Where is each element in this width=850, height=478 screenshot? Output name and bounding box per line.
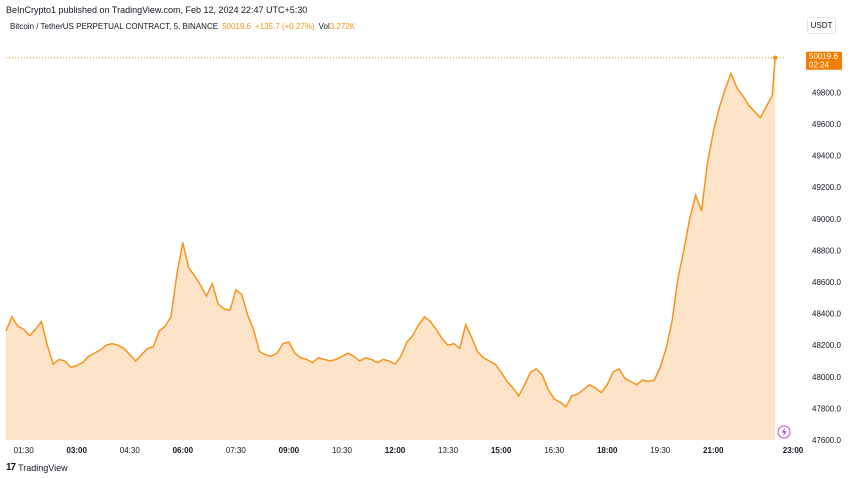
x-tick-label: 23:00 [783, 446, 804, 455]
volume-value: 3.272K [329, 22, 356, 31]
x-tick-label: 13:30 [438, 446, 459, 455]
x-tick-label: 15:00 [491, 446, 512, 455]
x-tick-label: 19:30 [650, 446, 671, 455]
y-tick-label: 48800.0 [812, 246, 841, 255]
price-axis[interactable]: 49800.0 49600.0 49400.0 49200.0 49000.0 48800… [812, 88, 841, 445]
price-area-fill [6, 57, 776, 440]
price-line [5, 57, 776, 408]
x-tick-label: 04:30 [120, 446, 141, 455]
y-tick-label: 47600.0 [812, 436, 841, 445]
last-price: 50019.6 [222, 22, 251, 31]
y-tick-label: 49200.0 [812, 183, 841, 192]
price-change: +135.7 (+0.27%) [254, 22, 315, 31]
time-axis[interactable]: 01:30 03:00 04:30 06:00 07:30 09:00 10:30 12:00… [14, 446, 804, 455]
x-tick-label: 12:00 [385, 446, 406, 455]
y-tick-label: 49400.0 [812, 152, 841, 161]
x-tick-label: 09:00 [279, 446, 300, 455]
x-tick-label: 21:00 [703, 446, 724, 455]
published-info: BeInCrypto1 published on TradingView.com… [6, 5, 308, 15]
tradingview-footer[interactable]: 17 TradingView [6, 462, 68, 473]
y-tick-label: 49800.0 [812, 88, 841, 97]
x-tick-label: 07:30 [226, 446, 247, 455]
price-tag-value: 50019.6 [809, 52, 838, 61]
price-tag-background [806, 51, 842, 70]
tradingview-logo-icon: 17 [6, 462, 16, 473]
price-tag: 50019.6 02:24 [806, 51, 842, 70]
last-price-dot [772, 55, 778, 60]
tradingview-brand: TradingView [18, 462, 68, 473]
lightning-icon[interactable] [777, 425, 791, 439]
x-tick-label: 01:30 [14, 446, 35, 455]
x-tick-label: 18:00 [597, 446, 618, 455]
y-tick-label: 47800.0 [812, 404, 841, 413]
y-tick-label: 48000.0 [812, 373, 841, 382]
volume-label: Vol [318, 22, 330, 31]
y-tick-label: 49600.0 [812, 120, 841, 129]
symbol-name[interactable]: Bitcoin / TetherUS PERPETUAL CONTRACT, 5… [10, 22, 219, 31]
y-tick-label: 48600.0 [812, 278, 841, 287]
x-tick-label: 03:00 [66, 446, 87, 455]
x-tick-label: 06:00 [173, 446, 194, 455]
x-tick-label: 10:30 [332, 446, 353, 455]
y-tick-label: 48200.0 [812, 341, 841, 350]
y-tick-label: 48400.0 [812, 310, 841, 319]
x-tick-label: 16:30 [544, 446, 565, 455]
price-tag-countdown: 02:24 [809, 61, 830, 70]
chart-legend: Bitcoin / TetherUS PERPETUAL CONTRACT, 5… [10, 22, 355, 31]
currency-button[interactable]: USDT [807, 17, 836, 34]
y-tick-label: 49000.0 [812, 215, 841, 224]
